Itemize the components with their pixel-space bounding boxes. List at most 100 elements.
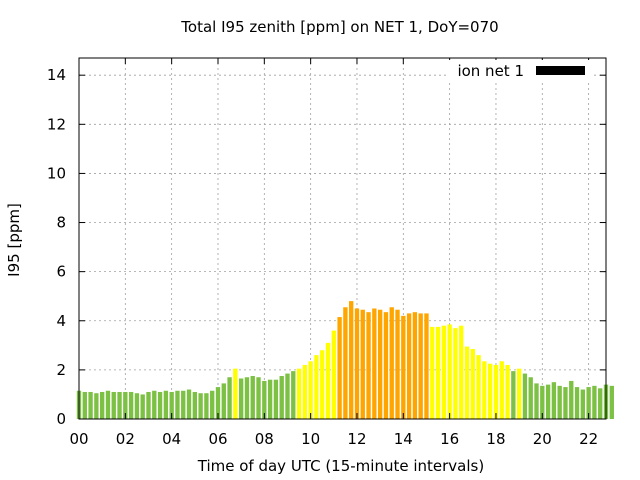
bar — [244, 377, 250, 419]
bar — [366, 312, 371, 419]
bar — [551, 382, 557, 419]
y-tick-label: 14 — [47, 66, 66, 84]
x-tick-label: 20 — [533, 430, 552, 448]
bar — [453, 328, 458, 419]
legend-background — [448, 60, 592, 82]
bar — [470, 349, 475, 419]
x-tick-label: 12 — [347, 430, 366, 448]
bar — [215, 387, 221, 419]
y-tick-label: 6 — [56, 263, 66, 281]
bar — [522, 373, 528, 419]
bar — [105, 390, 111, 419]
y-tick-labels: 0 2 4 6 8 10 12 14 — [47, 66, 66, 428]
bar — [227, 377, 232, 419]
bar — [204, 393, 209, 419]
bar — [308, 361, 313, 419]
x-tick-label: 00 — [69, 430, 88, 448]
bar — [557, 385, 562, 419]
x-tick-label: 22 — [579, 430, 598, 448]
x-tick-label: 18 — [486, 430, 505, 448]
bar — [233, 368, 238, 419]
bar — [117, 391, 122, 419]
x-tick-labels: 00 02 04 06 08 10 12 14 16 18 20 22 — [69, 430, 598, 448]
bar — [528, 377, 533, 419]
bar — [482, 361, 487, 419]
bar — [198, 393, 203, 419]
bar — [238, 378, 244, 419]
bar — [302, 364, 308, 419]
bar — [221, 383, 226, 419]
bar — [360, 309, 365, 419]
bar — [395, 309, 400, 419]
bar — [320, 350, 325, 419]
y-axis-label: I95 [ppm] — [5, 203, 23, 277]
legend-label: ion net 1 — [457, 62, 524, 80]
bar — [181, 390, 186, 419]
bar — [111, 391, 116, 419]
bar — [279, 376, 284, 419]
y-tick-label: 8 — [56, 214, 66, 232]
legend-swatch — [536, 66, 585, 75]
bar — [146, 391, 151, 419]
bar — [88, 391, 93, 419]
bar — [592, 385, 597, 419]
bar — [192, 391, 197, 419]
bar — [459, 325, 464, 419]
bar — [516, 368, 522, 419]
bar — [296, 368, 302, 419]
bar — [314, 355, 319, 419]
bar — [140, 394, 145, 419]
bar — [430, 326, 435, 419]
bar — [598, 388, 603, 419]
bar — [569, 380, 574, 419]
bar — [418, 313, 423, 419]
bar — [123, 391, 128, 419]
bar — [464, 346, 470, 419]
y-tick-label: 2 — [56, 361, 66, 379]
bar — [99, 391, 105, 419]
bar — [331, 330, 336, 419]
bar — [256, 377, 261, 419]
bar — [563, 387, 568, 419]
bar — [447, 324, 452, 419]
bar — [505, 364, 510, 419]
bar — [412, 312, 418, 419]
bar — [389, 307, 394, 419]
bar — [169, 391, 174, 419]
bar — [175, 390, 180, 419]
bar — [540, 385, 545, 419]
bar — [574, 387, 580, 419]
x-tick-label: 08 — [255, 430, 274, 448]
bar — [267, 379, 273, 419]
bar — [383, 312, 389, 419]
bar — [377, 309, 383, 419]
bar — [609, 385, 614, 419]
y-tick-label: 12 — [47, 115, 66, 133]
plot-frame — [78, 57, 607, 420]
bar — [406, 313, 412, 419]
y-tick-label: 4 — [56, 312, 66, 330]
ticks — [78, 58, 606, 420]
x-tick-label: 06 — [208, 430, 227, 448]
bar — [325, 342, 331, 419]
bar — [250, 376, 255, 419]
bar — [94, 393, 99, 419]
bar — [493, 364, 499, 419]
grid — [78, 58, 606, 420]
bar — [372, 308, 377, 419]
bar — [82, 391, 87, 419]
x-tick-label: 04 — [162, 430, 181, 448]
x-tick-label: 14 — [394, 430, 413, 448]
bar — [163, 390, 169, 419]
x-tick-label: 16 — [440, 430, 459, 448]
bar — [511, 371, 516, 419]
bar — [586, 387, 591, 419]
bar — [545, 384, 551, 419]
bar — [186, 389, 192, 419]
x-tick-label: 10 — [301, 430, 320, 448]
bar — [534, 383, 539, 419]
y-tick-label: 10 — [47, 164, 66, 182]
bar — [157, 391, 163, 419]
bar — [291, 371, 296, 419]
